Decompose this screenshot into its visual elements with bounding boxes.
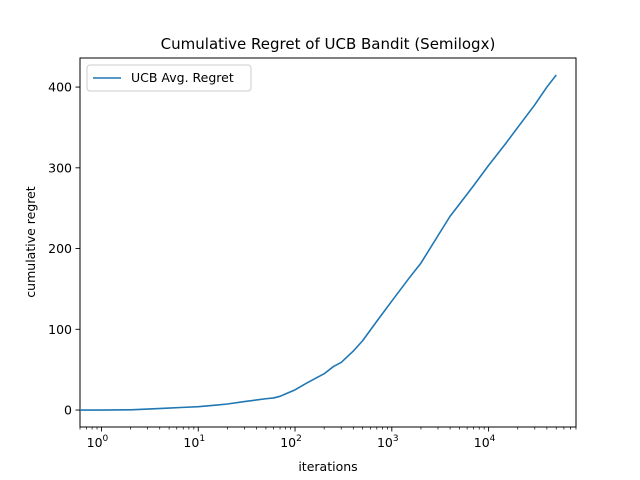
y-tick-label: 100: [48, 322, 72, 337]
x-axis-ticks: 100 101 102 103 104: [87, 427, 496, 450]
y-axis-label: cumulative regret: [23, 186, 38, 298]
x-tick-label: 103: [377, 434, 399, 450]
y-tick-label: 300: [48, 160, 72, 175]
plot-frame: [79, 57, 577, 428]
y-tick-label: 0: [64, 403, 72, 418]
x-axis-label: iterations: [298, 459, 357, 474]
x-axis-minor-ticks: [79, 427, 577, 430]
legend: UCB Avg. Regret: [86, 64, 252, 92]
x-tick-label: 102: [280, 434, 302, 450]
chart-title: Cumulative Regret of UCB Bandit (Semilog…: [161, 35, 496, 53]
x-tick-label: 101: [183, 434, 205, 450]
y-tick-label: 200: [48, 241, 72, 256]
y-axis-ticks: 0 100 200 300 400: [48, 80, 80, 418]
series-line-ucb: [80, 74, 557, 411]
legend-box: [86, 64, 252, 92]
y-tick-label: 400: [48, 80, 72, 95]
x-tick-label: 104: [474, 434, 496, 450]
x-tick-label: 100: [87, 434, 109, 450]
plot-area: [79, 57, 577, 428]
legend-label: UCB Avg. Regret: [131, 70, 234, 85]
